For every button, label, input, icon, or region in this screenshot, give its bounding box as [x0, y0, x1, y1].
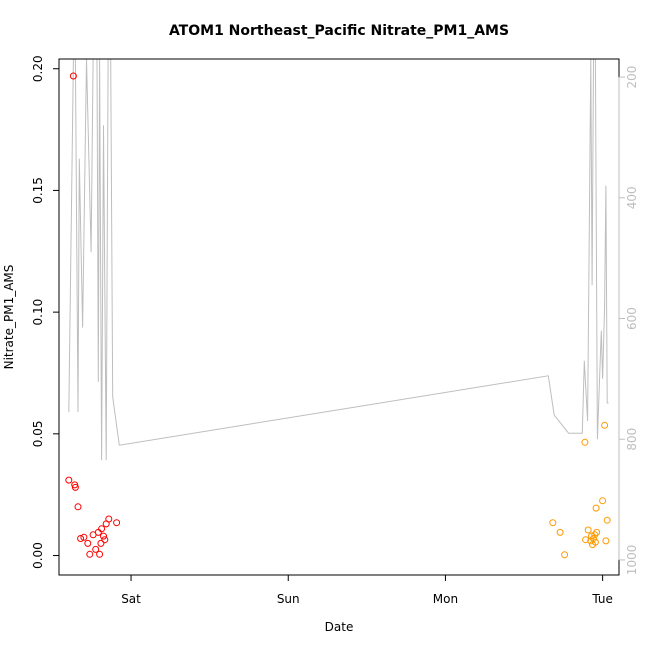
data-point-series2-4 — [581, 438, 589, 446]
x-tick-label: Sat — [121, 592, 141, 606]
x-tick-label: Mon — [433, 592, 458, 606]
data-point-series1-5 — [74, 503, 82, 511]
data-point-series2-1 — [549, 519, 557, 527]
data-point-series2-12 — [591, 538, 599, 546]
y-tick-label: 0.05 — [31, 420, 45, 447]
data-point-series1-7 — [80, 533, 88, 541]
data-point-series2-10 — [590, 535, 597, 542]
y-tick-label: 0.20 — [31, 55, 45, 82]
secondary-line-layer — [68, 59, 609, 461]
data-point-series2-2 — [556, 528, 564, 536]
data-point-series2-14 — [593, 528, 601, 536]
data-point-series1-14 — [97, 539, 105, 547]
secondary-series-line — [68, 59, 609, 461]
data-point-series2-6 — [584, 526, 592, 534]
data-point-series2-13 — [592, 504, 600, 512]
y2-tick-label: 600 — [625, 307, 639, 330]
y-tick-label: 0.15 — [31, 177, 45, 204]
y2-tick-label: 400 — [625, 186, 639, 209]
data-point-series2-17 — [602, 537, 610, 545]
data-point-series1-11 — [92, 545, 100, 553]
chart-title: ATOM1 Northeast_Pacific Nitrate_PM1_AMS — [169, 23, 509, 39]
data-point-series2-18 — [603, 516, 611, 524]
data-point-series1-4 — [71, 483, 79, 491]
data-point-series1-6 — [77, 535, 85, 542]
x-tick-label: Tue — [591, 592, 613, 606]
data-point-series1-19 — [105, 515, 113, 523]
data-point-series1-9 — [86, 550, 94, 558]
data-point-series1-1 — [65, 476, 73, 484]
data-point-series1-15 — [98, 525, 106, 533]
y2-tick-label: 800 — [625, 428, 639, 451]
data-point-series2-16 — [601, 421, 609, 429]
data-point-series2-5 — [582, 536, 590, 544]
x-axis-label: Date — [325, 620, 354, 634]
y-axis-label: Nitrate_PM1_AMS — [2, 265, 16, 370]
data-point-series1-8 — [84, 539, 92, 547]
axes-layer: 0.00 0.05 0.10 0.15 0.20 200 400 600 800 1000 Sat S… — [31, 55, 639, 606]
y2-tick-label: 200 — [625, 66, 639, 89]
data-point-series1-20 — [113, 519, 121, 527]
y-tick-label: 0.10 — [31, 299, 45, 326]
data-point-series1-2 — [69, 72, 77, 80]
data-point-series1-16 — [100, 532, 107, 540]
data-point-series1-17 — [101, 536, 109, 544]
y-tick-label: 0.00 — [31, 542, 45, 569]
x-tick-label: Sun — [277, 592, 300, 606]
data-point-series1-13 — [96, 550, 104, 558]
y2-tick-label: 1000 — [625, 545, 639, 576]
points-layer — [65, 72, 611, 559]
data-point-series2-15 — [599, 497, 607, 505]
data-point-series2-3 — [561, 551, 569, 559]
